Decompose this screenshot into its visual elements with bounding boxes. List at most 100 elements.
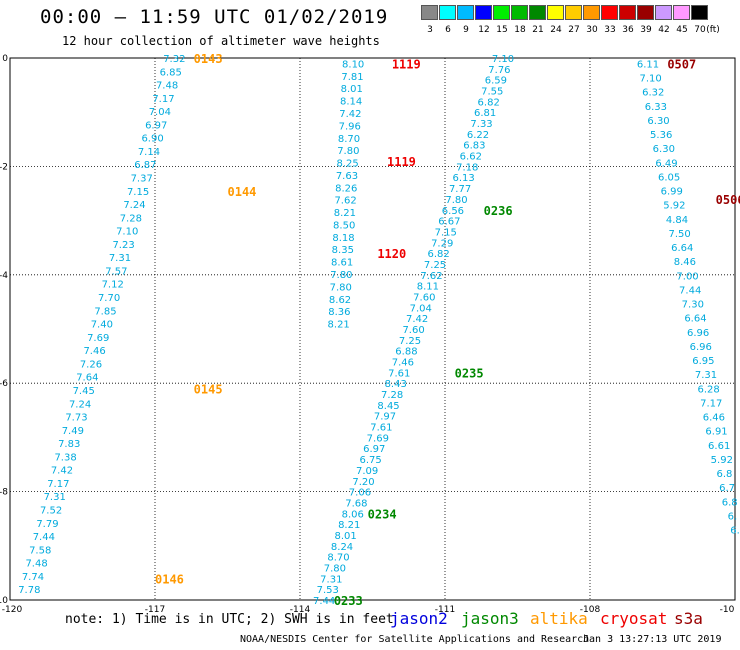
x-tick-label: -117 [145, 605, 165, 615]
track-time-label: 1120 [377, 247, 406, 261]
wave-height-value: 7.46 [83, 346, 105, 357]
wave-height-value: 7.28 [381, 390, 403, 401]
colorbar-swatch [511, 5, 528, 20]
wave-height-value: 7.53 [317, 585, 339, 596]
wave-height-value: 8.62 [329, 295, 351, 306]
colorbar-label: 15 [496, 25, 508, 35]
colorbar-label: 18 [514, 25, 526, 35]
colorbar-swatch [691, 5, 708, 20]
wave-height-value: 6.88 [395, 347, 417, 358]
wave-height-value: 8.70 [327, 553, 349, 564]
wave-height-value: 7.31 [109, 253, 131, 264]
wave-height-value: 7.06 [349, 488, 371, 499]
wave-height-value: 7.49 [62, 426, 84, 437]
wave-height-value: 7.42 [51, 466, 73, 477]
wave-height-value: 8.10 [342, 59, 364, 70]
wave-height-value: 7.97 [374, 412, 396, 423]
wave-height-value: 7.40 [91, 320, 113, 331]
wave-height-value: 6.22 [467, 130, 489, 141]
wave-height-value: 6.32 [642, 88, 664, 99]
wave-height-value: 8.24 [331, 542, 353, 553]
wave-height-value: 6.49 [655, 158, 677, 169]
wave-height-value: 6.97 [145, 120, 167, 131]
wave-height-value: 8.35 [332, 245, 354, 256]
y-tick-label: -8 [0, 488, 8, 498]
wave-height-value: 7.31 [44, 492, 66, 503]
wave-height-value: 7.80 [324, 563, 346, 574]
colorbar-label: 39 [640, 25, 652, 35]
wave-height-value: 7.44 [679, 285, 701, 296]
wave-height-value: 7.42 [406, 314, 428, 325]
wave-height-value: 7.83 [58, 439, 80, 450]
wave-height-value: 6.97 [363, 444, 385, 455]
wave-height-value: 7.76 [488, 65, 510, 76]
wave-height-value: 6.82 [427, 249, 449, 260]
wave-height-value: 7.80 [445, 195, 467, 206]
wave-height-value: 6.28 [698, 384, 720, 395]
y-tick-label: 0 [2, 54, 8, 64]
wave-height-value: 7.60 [402, 325, 424, 336]
wave-height-value: 7.79 [36, 519, 58, 530]
colorbar-swatch [619, 5, 636, 20]
colorbar-swatch [655, 5, 672, 20]
colorbar-label: 21 [532, 25, 544, 35]
wave-height-value: 8.43 [385, 379, 407, 390]
wave-height-value: 7.80 [330, 282, 352, 293]
wave-height-value: 7.80 [337, 146, 359, 157]
legend-note: note: 1) Time is in UTC; 2) SWH is in fe… [65, 612, 394, 627]
wave-height-value: 8.61 [331, 258, 353, 269]
colorbar-unit-label: (ft) [706, 25, 720, 35]
track-time-label: 0506 [716, 193, 740, 207]
colorbar-swatch [583, 5, 600, 20]
wave-height-value: 7.04 [410, 303, 432, 314]
track-time-label: 0507 [667, 57, 696, 71]
wave-height-value: 7.77 [449, 184, 471, 195]
colorbar-label: 36 [622, 25, 634, 35]
x-tick-label: -108 [580, 605, 601, 615]
x-tick-label: -120 [2, 605, 23, 615]
wave-height-value: 7.81 [341, 72, 363, 83]
colorbar-swatch [637, 5, 654, 20]
colorbar-swatch [421, 5, 438, 20]
wave-height-value: 6.75 [360, 455, 382, 466]
wave-height-value: 6.90 [141, 134, 163, 145]
wave-height-value: 7.58 [29, 545, 51, 556]
wave-height-value: 6.30 [647, 116, 669, 127]
wave-height-value: 6.13 [453, 173, 475, 184]
wave-height-value: 7.62 [420, 271, 442, 282]
colorbar-swatch [475, 5, 492, 20]
wave-height-value: 7.44 [313, 596, 335, 607]
x-tick-label: -10 [720, 605, 735, 615]
wave-height-value: 7.55 [481, 87, 503, 98]
legend-jason2: jason2 [390, 609, 448, 628]
wave-height-value: 8.21 [328, 320, 350, 331]
wave-height-value: 6.91 [705, 427, 727, 438]
wave-height-value: 8.18 [332, 233, 354, 244]
wave-height-value: 6.8 [722, 497, 738, 508]
track-time-label: 0143 [194, 52, 223, 66]
wave-height-value: 7.17 [47, 479, 69, 490]
wave-height-value: 7.30 [682, 300, 704, 311]
wave-height-value: 5.36 [650, 130, 672, 141]
wave-height-value: 6.46 [703, 413, 725, 424]
wave-height-value: 6.61 [708, 441, 730, 452]
wave-height-value: 6.82 [478, 97, 500, 108]
y-tick-label: -10 [0, 596, 8, 606]
wave-height-value: 6.05 [658, 172, 680, 183]
legend-jason3: jason3 [461, 609, 519, 628]
wave-height-value: 6.87 [134, 160, 156, 171]
x-tick-label: -111 [435, 605, 455, 615]
colorbar-swatch [439, 5, 456, 20]
track-time-label: 0145 [194, 383, 223, 397]
wave-height-value: 7.20 [352, 477, 374, 488]
colorbar-label: 30 [586, 25, 598, 35]
wave-height-value: 7.48 [25, 559, 47, 570]
colorbar-swatch [493, 5, 510, 20]
colorbar-label: 9 [463, 25, 469, 35]
wave-height-value: 7.69 [87, 333, 109, 344]
legend-cryosat: cryosat [600, 609, 668, 628]
colorbar-label: 27 [568, 25, 580, 35]
colorbar-label: 3 [427, 25, 433, 35]
wave-height-value: 6.85 [160, 67, 182, 78]
